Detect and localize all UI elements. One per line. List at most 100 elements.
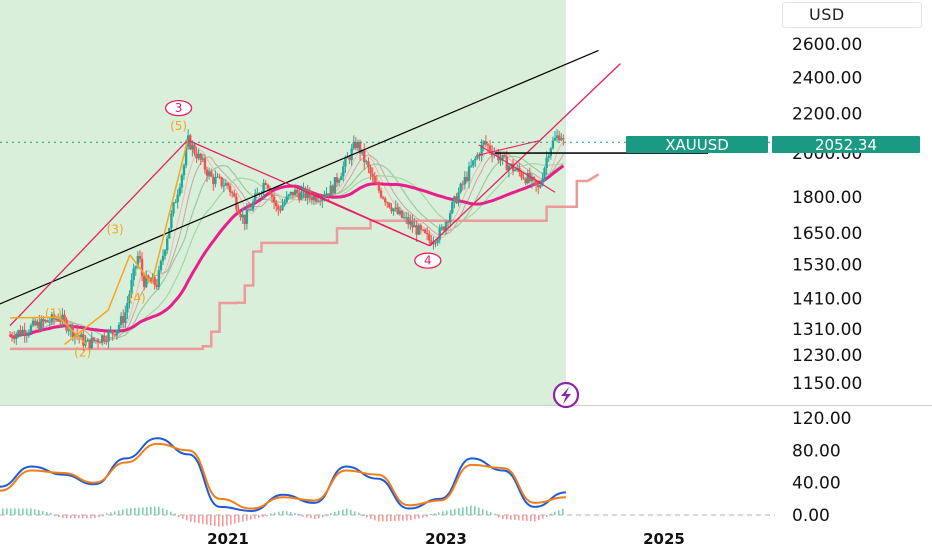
osc-hist-bar <box>310 515 312 519</box>
osc-hist-bar <box>458 508 460 515</box>
candle-body <box>197 153 200 159</box>
candle-body <box>270 194 274 197</box>
candle-body <box>438 228 441 240</box>
oscillator-pane <box>0 437 775 527</box>
osc-hist-bar <box>446 510 448 515</box>
candle-body <box>48 321 52 323</box>
osc-hist-bar <box>550 513 552 515</box>
osc-hist-bar <box>502 515 504 519</box>
candle-body <box>31 320 35 326</box>
candle-body <box>17 330 20 335</box>
candle-body <box>520 172 523 178</box>
osc-hist-bar <box>314 515 316 520</box>
wave5-upper <box>478 140 539 156</box>
candle-body <box>352 142 355 149</box>
candle-body <box>459 183 462 193</box>
osc-hist-bar <box>110 512 112 515</box>
candle-body <box>402 217 406 219</box>
osc-hist-bar <box>126 508 128 515</box>
candle-body <box>346 157 349 159</box>
osc-hist-bar <box>486 510 488 515</box>
osc-hist-bar <box>62 515 64 518</box>
candle-body <box>12 337 16 339</box>
price-tick-2: 2200.00 <box>792 104 862 124</box>
osc-hist-bar <box>410 515 412 521</box>
osc-hist-bar <box>478 507 480 515</box>
osc-hist-bar <box>214 515 216 526</box>
osc-hist-bar <box>326 515 328 517</box>
candle-body <box>444 221 448 231</box>
osc-hist-bar <box>526 515 528 521</box>
osc-hist-bar <box>90 515 92 519</box>
candle-body <box>233 193 236 197</box>
candle-body <box>513 170 517 172</box>
osc-hist-bar <box>366 515 368 518</box>
osc-hist-bar <box>466 506 468 515</box>
last-price-marker: XAUUSD 2052.34 <box>626 136 920 154</box>
osc-hist-bar <box>286 511 288 515</box>
candle-body <box>23 329 26 336</box>
candle-body <box>38 321 41 330</box>
osc-hist-bar <box>170 511 172 515</box>
candle-body <box>461 183 464 185</box>
candle-body <box>547 156 550 158</box>
candle-body <box>465 177 469 182</box>
candle-body <box>8 335 12 337</box>
candle-body <box>482 141 485 145</box>
candle-body <box>277 206 280 210</box>
candle-body <box>381 197 385 199</box>
candle-body <box>526 173 529 184</box>
candle-body <box>457 192 460 204</box>
currency-selector[interactable]: USD <box>782 2 922 28</box>
osc-hist-bar <box>506 515 508 520</box>
candle-body <box>115 329 119 336</box>
osc-hist-bar <box>546 515 548 518</box>
osc-hist-bar <box>386 515 388 522</box>
candle-body <box>363 149 366 163</box>
currency-label: USD <box>809 5 845 24</box>
candle-body <box>251 201 255 210</box>
candle-body <box>293 189 297 196</box>
osc-hist-bar <box>190 515 192 522</box>
wave5-up <box>429 63 621 247</box>
price-tick-0: 2600.00 <box>792 35 862 55</box>
candle-body <box>562 138 565 140</box>
candle-body <box>428 234 431 241</box>
candle-body <box>534 180 538 186</box>
osc-hist-bar <box>554 512 556 515</box>
candle-body <box>132 268 135 281</box>
candle-body <box>467 166 471 182</box>
candle-body <box>147 275 150 280</box>
candle-body <box>166 238 169 251</box>
osc-hist-bar <box>102 515 104 517</box>
candle-body <box>312 195 316 201</box>
candle-body <box>145 275 148 287</box>
osc-hist-bar <box>202 515 204 524</box>
osc-line-1 <box>0 442 567 510</box>
osc-hist-bar <box>298 513 300 515</box>
candle-body <box>392 208 395 212</box>
candle-body <box>44 320 47 322</box>
candle-body <box>375 182 379 184</box>
candle-body <box>451 202 454 214</box>
candle-body <box>360 149 364 154</box>
price-tick-5: 1650.00 <box>792 224 862 244</box>
candle-body <box>390 207 393 212</box>
osc-hist-bar <box>50 513 52 515</box>
osc-hist-bar <box>210 515 212 526</box>
candle-body <box>289 191 293 195</box>
osc-hist-bar <box>194 515 196 523</box>
candle-body <box>314 195 318 202</box>
osc-hist-bar <box>294 513 296 515</box>
price-tick-1: 2400.00 <box>792 68 862 88</box>
osc-hist-bar <box>498 515 500 518</box>
candle-body <box>163 250 167 256</box>
lightning-icon[interactable] <box>552 381 580 409</box>
candle-body <box>170 213 173 228</box>
candle-body <box>130 280 133 295</box>
candle-body <box>235 196 238 210</box>
candle-body <box>88 339 91 349</box>
osc-hist-bar <box>118 510 120 515</box>
candle-body <box>333 177 337 194</box>
